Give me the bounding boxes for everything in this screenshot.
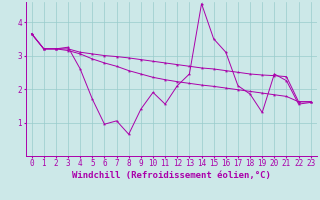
X-axis label: Windchill (Refroidissement éolien,°C): Windchill (Refroidissement éolien,°C) (72, 171, 271, 180)
